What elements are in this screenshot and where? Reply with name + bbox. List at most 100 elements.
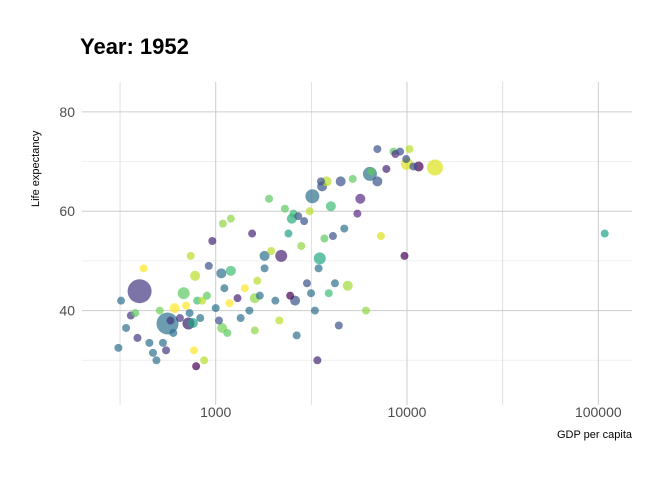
grid-major: [82, 82, 632, 405]
data-point: [294, 212, 303, 221]
data-point: [169, 328, 178, 337]
data-point: [202, 291, 211, 300]
y-tick-label: 40: [59, 303, 75, 319]
x-axis-label: GDP per capita: [556, 429, 632, 441]
x-tick-label: 1000: [200, 404, 231, 420]
data-point: [372, 176, 383, 187]
data-point: [405, 145, 414, 154]
data-point: [158, 338, 167, 347]
data-point: [200, 356, 209, 365]
data-point: [218, 219, 227, 228]
data-point: [310, 306, 319, 315]
y-tick-label: 80: [59, 104, 75, 120]
data-point: [204, 261, 213, 270]
y-tick-labels: 40 60 80: [59, 104, 75, 319]
data-point: [334, 321, 343, 330]
data-point: [225, 265, 236, 276]
data-point: [324, 289, 333, 298]
data-point: [253, 276, 262, 285]
data-point: [259, 250, 270, 261]
data-point: [182, 301, 191, 310]
data-point: [600, 229, 609, 238]
data-point: [353, 209, 362, 218]
data-point: [307, 289, 316, 298]
data-point: [248, 229, 257, 238]
data-point: [255, 291, 264, 300]
data-point: [305, 189, 320, 204]
data-point: [211, 304, 220, 313]
chart-title: Year: 1952: [80, 34, 189, 59]
x-tick-label: 10000: [388, 404, 427, 420]
data-point: [292, 331, 301, 340]
data-point: [342, 280, 353, 291]
data-point: [226, 214, 235, 223]
data-point: [355, 193, 366, 204]
data-point: [190, 270, 201, 281]
y-axis-label: Life expectancy: [30, 130, 42, 207]
data-point: [187, 318, 198, 329]
data-point: [250, 326, 259, 335]
data-point: [122, 323, 131, 332]
x-tick-labels: 1000 10000 100000: [200, 404, 622, 420]
data-point: [275, 316, 284, 325]
data-point: [321, 176, 332, 187]
data-point: [186, 251, 195, 260]
data-point: [208, 237, 217, 246]
data-point: [196, 314, 205, 323]
data-point: [320, 234, 329, 243]
data-point: [316, 177, 325, 186]
data-point: [133, 333, 142, 342]
data-point: [189, 346, 198, 355]
data-point: [220, 284, 229, 293]
data-point: [297, 241, 306, 250]
data-point: [280, 204, 289, 213]
x-tick-label: 100000: [575, 404, 622, 420]
data-point: [260, 264, 269, 273]
data-point: [162, 346, 171, 355]
data-point: [152, 356, 161, 365]
data-point: [400, 251, 409, 260]
data-point: [166, 316, 175, 325]
data-point: [236, 314, 245, 323]
data-point: [330, 279, 339, 288]
data-point: [192, 362, 201, 371]
data-point: [216, 268, 227, 279]
data-point: [127, 279, 152, 304]
data-point: [402, 155, 411, 164]
data-point: [177, 287, 190, 300]
data-point: [361, 306, 370, 315]
data-point: [145, 338, 154, 347]
data-point: [286, 291, 295, 300]
data-point: [396, 147, 405, 156]
data-point: [382, 164, 391, 173]
data-point: [271, 296, 280, 305]
data-point: [198, 296, 207, 305]
data-point: [223, 328, 232, 337]
data-point: [265, 194, 274, 203]
data-point: [117, 296, 126, 305]
data-point: [313, 356, 322, 365]
data-point: [131, 309, 140, 318]
data-point: [169, 303, 180, 314]
data-point: [373, 145, 382, 154]
data-point: [245, 306, 254, 315]
data-point: [284, 229, 293, 238]
data-point: [409, 162, 418, 171]
data-point: [335, 176, 346, 187]
data-point: [233, 294, 242, 303]
data-point: [275, 249, 288, 262]
data-point: [148, 348, 157, 357]
data-point: [313, 252, 326, 265]
data-point: [155, 306, 164, 315]
data-point: [348, 174, 357, 183]
data-point: [367, 167, 376, 176]
grid-minor: [82, 82, 632, 405]
y-tick-label: 60: [59, 203, 75, 219]
data-point: [225, 299, 234, 308]
data-point: [175, 314, 184, 323]
data-point: [139, 264, 148, 273]
data-point: [267, 246, 276, 255]
data-point: [300, 217, 309, 226]
